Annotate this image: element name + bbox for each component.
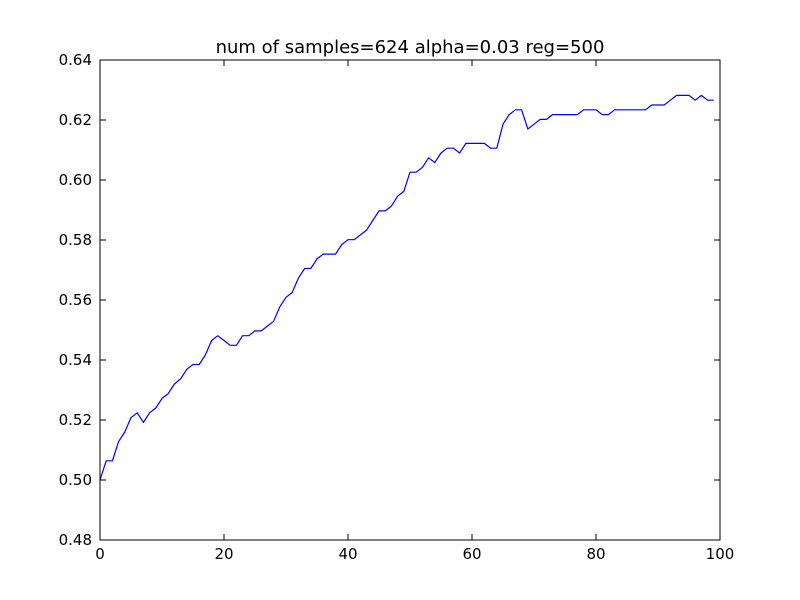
series-line-0: [99, 94, 714, 481]
y-tick-label: 0.60: [59, 171, 92, 189]
y-tick-label: 0.64: [59, 51, 92, 69]
y-tick-label: 0.52: [59, 411, 92, 429]
y-tick-label: 0.58: [59, 231, 92, 249]
y-tick-label: 0.48: [59, 531, 92, 549]
x-tick-label: 40: [338, 545, 357, 563]
chart-title: num of samples=624 alpha=0.03 reg=500: [216, 37, 605, 58]
x-tick-label: 0: [95, 545, 105, 563]
x-tick-label: 20: [214, 545, 233, 563]
y-tick-label: 0.56: [59, 291, 92, 309]
plot-frame: [99, 59, 721, 541]
y-tick-label: 0.62: [59, 111, 92, 129]
x-tick-label: 80: [586, 545, 605, 563]
plot-area: [99, 94, 714, 481]
tick-labels: 0 20 40 60 80 100 0.48 0.50 0.52 0.54 0.56 0.58 0.60…: [59, 51, 735, 563]
x-tick-label: 100: [706, 545, 735, 563]
y-tick-label: 0.54: [59, 351, 92, 369]
x-tick-label: 60: [462, 545, 481, 563]
axis-ticks: [99, 59, 721, 541]
y-tick-label: 0.50: [59, 471, 92, 489]
